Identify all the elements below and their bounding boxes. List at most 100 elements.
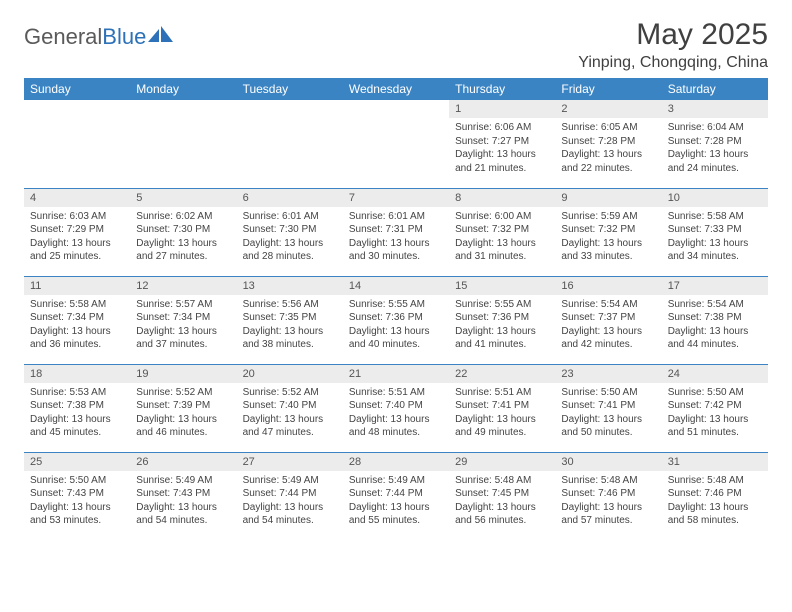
day-number: 31 — [662, 453, 768, 471]
day-number: 25 — [24, 453, 130, 471]
calendar-cell: 31Sunrise: 5:48 AMSunset: 7:46 PMDayligh… — [662, 452, 768, 540]
sunset-text: Sunset: 7:34 PM — [30, 311, 124, 325]
calendar-cell: 2Sunrise: 6:05 AMSunset: 7:28 PMDaylight… — [555, 100, 661, 188]
daylight-text: and 42 minutes. — [561, 338, 655, 352]
day-details: Sunrise: 5:50 AMSunset: 7:43 PMDaylight:… — [24, 471, 130, 532]
daylight-text: and 33 minutes. — [561, 250, 655, 264]
calendar-cell: 7Sunrise: 6:01 AMSunset: 7:31 PMDaylight… — [343, 188, 449, 276]
calendar-cell: 20Sunrise: 5:52 AMSunset: 7:40 PMDayligh… — [237, 364, 343, 452]
day-details: Sunrise: 6:01 AMSunset: 7:30 PMDaylight:… — [237, 207, 343, 268]
day-number — [130, 100, 236, 118]
day-details: Sunrise: 5:58 AMSunset: 7:34 PMDaylight:… — [24, 295, 130, 356]
sunset-text: Sunset: 7:41 PM — [455, 399, 549, 413]
daylight-text: Daylight: 13 hours — [136, 237, 230, 251]
daylight-text: Daylight: 13 hours — [349, 501, 443, 515]
daylight-text: and 50 minutes. — [561, 426, 655, 440]
sunset-text: Sunset: 7:28 PM — [668, 135, 762, 149]
day-details: Sunrise: 5:48 AMSunset: 7:46 PMDaylight:… — [662, 471, 768, 532]
day-number: 29 — [449, 453, 555, 471]
daylight-text: and 46 minutes. — [136, 426, 230, 440]
calendar-cell: 15Sunrise: 5:55 AMSunset: 7:36 PMDayligh… — [449, 276, 555, 364]
sunset-text: Sunset: 7:31 PM — [349, 223, 443, 237]
day-number: 21 — [343, 365, 449, 383]
daylight-text: Daylight: 13 hours — [243, 325, 337, 339]
calendar-cell: 28Sunrise: 5:49 AMSunset: 7:44 PMDayligh… — [343, 452, 449, 540]
day-details: Sunrise: 6:05 AMSunset: 7:28 PMDaylight:… — [555, 118, 661, 179]
day-details: Sunrise: 5:51 AMSunset: 7:40 PMDaylight:… — [343, 383, 449, 444]
sunrise-text: Sunrise: 5:52 AM — [243, 386, 337, 400]
day-number: 16 — [555, 277, 661, 295]
sunset-text: Sunset: 7:43 PM — [30, 487, 124, 501]
day-number: 14 — [343, 277, 449, 295]
day-details: Sunrise: 5:49 AMSunset: 7:44 PMDaylight:… — [343, 471, 449, 532]
day-number: 7 — [343, 189, 449, 207]
sunset-text: Sunset: 7:34 PM — [136, 311, 230, 325]
day-details: Sunrise: 6:06 AMSunset: 7:27 PMDaylight:… — [449, 118, 555, 179]
day-details: Sunrise: 6:01 AMSunset: 7:31 PMDaylight:… — [343, 207, 449, 268]
day-details: Sunrise: 6:02 AMSunset: 7:30 PMDaylight:… — [130, 207, 236, 268]
sunset-text: Sunset: 7:46 PM — [561, 487, 655, 501]
day-number: 22 — [449, 365, 555, 383]
daylight-text: and 31 minutes. — [455, 250, 549, 264]
title-block: May 2025 Yinping, Chongqing, China — [578, 18, 768, 72]
day-number: 17 — [662, 277, 768, 295]
calendar-cell — [343, 100, 449, 188]
day-details: Sunrise: 5:48 AMSunset: 7:46 PMDaylight:… — [555, 471, 661, 532]
calendar-cell — [130, 100, 236, 188]
daylight-text: and 22 minutes. — [561, 162, 655, 176]
daylight-text: and 53 minutes. — [30, 514, 124, 528]
weekday-header: Monday — [130, 78, 236, 100]
daylight-text: Daylight: 13 hours — [668, 501, 762, 515]
day-number: 9 — [555, 189, 661, 207]
calendar-page: GeneralBlue May 2025 Yinping, Chongqing,… — [0, 0, 792, 552]
day-number: 27 — [237, 453, 343, 471]
calendar-cell: 30Sunrise: 5:48 AMSunset: 7:46 PMDayligh… — [555, 452, 661, 540]
calendar-table: SundayMondayTuesdayWednesdayThursdayFrid… — [24, 78, 768, 540]
month-title: May 2025 — [578, 18, 768, 52]
day-details: Sunrise: 5:52 AMSunset: 7:40 PMDaylight:… — [237, 383, 343, 444]
daylight-text: and 34 minutes. — [668, 250, 762, 264]
calendar-cell: 3Sunrise: 6:04 AMSunset: 7:28 PMDaylight… — [662, 100, 768, 188]
daylight-text: Daylight: 13 hours — [668, 413, 762, 427]
sunrise-text: Sunrise: 5:50 AM — [561, 386, 655, 400]
sunrise-text: Sunrise: 5:55 AM — [349, 298, 443, 312]
day-details: Sunrise: 5:52 AMSunset: 7:39 PMDaylight:… — [130, 383, 236, 444]
sunset-text: Sunset: 7:30 PM — [136, 223, 230, 237]
sunset-text: Sunset: 7:32 PM — [561, 223, 655, 237]
day-number: 18 — [24, 365, 130, 383]
sunrise-text: Sunrise: 5:53 AM — [30, 386, 124, 400]
daylight-text: Daylight: 13 hours — [668, 148, 762, 162]
weekday-header: Wednesday — [343, 78, 449, 100]
day-details: Sunrise: 5:49 AMSunset: 7:44 PMDaylight:… — [237, 471, 343, 532]
sunrise-text: Sunrise: 6:05 AM — [561, 121, 655, 135]
sunrise-text: Sunrise: 6:01 AM — [349, 210, 443, 224]
sunrise-text: Sunrise: 5:54 AM — [668, 298, 762, 312]
day-details: Sunrise: 5:59 AMSunset: 7:32 PMDaylight:… — [555, 207, 661, 268]
daylight-text: and 58 minutes. — [668, 514, 762, 528]
sunset-text: Sunset: 7:35 PM — [243, 311, 337, 325]
day-number: 28 — [343, 453, 449, 471]
day-details: Sunrise: 5:49 AMSunset: 7:43 PMDaylight:… — [130, 471, 236, 532]
daylight-text: and 40 minutes. — [349, 338, 443, 352]
sunset-text: Sunset: 7:39 PM — [136, 399, 230, 413]
day-details: Sunrise: 5:53 AMSunset: 7:38 PMDaylight:… — [24, 383, 130, 444]
daylight-text: and 25 minutes. — [30, 250, 124, 264]
daylight-text: Daylight: 13 hours — [561, 148, 655, 162]
sunrise-text: Sunrise: 5:50 AM — [668, 386, 762, 400]
sunrise-text: Sunrise: 5:49 AM — [349, 474, 443, 488]
sunrise-text: Sunrise: 5:52 AM — [136, 386, 230, 400]
day-details: Sunrise: 5:56 AMSunset: 7:35 PMDaylight:… — [237, 295, 343, 356]
day-details: Sunrise: 5:48 AMSunset: 7:45 PMDaylight:… — [449, 471, 555, 532]
calendar-cell: 18Sunrise: 5:53 AMSunset: 7:38 PMDayligh… — [24, 364, 130, 452]
sunrise-text: Sunrise: 5:48 AM — [668, 474, 762, 488]
calendar-cell: 24Sunrise: 5:50 AMSunset: 7:42 PMDayligh… — [662, 364, 768, 452]
daylight-text: Daylight: 13 hours — [243, 501, 337, 515]
day-number: 12 — [130, 277, 236, 295]
sunset-text: Sunset: 7:46 PM — [668, 487, 762, 501]
sunrise-text: Sunrise: 6:00 AM — [455, 210, 549, 224]
day-details: Sunrise: 5:57 AMSunset: 7:34 PMDaylight:… — [130, 295, 236, 356]
daylight-text: Daylight: 13 hours — [561, 501, 655, 515]
daylight-text: Daylight: 13 hours — [668, 325, 762, 339]
daylight-text: Daylight: 13 hours — [455, 148, 549, 162]
sunset-text: Sunset: 7:45 PM — [455, 487, 549, 501]
